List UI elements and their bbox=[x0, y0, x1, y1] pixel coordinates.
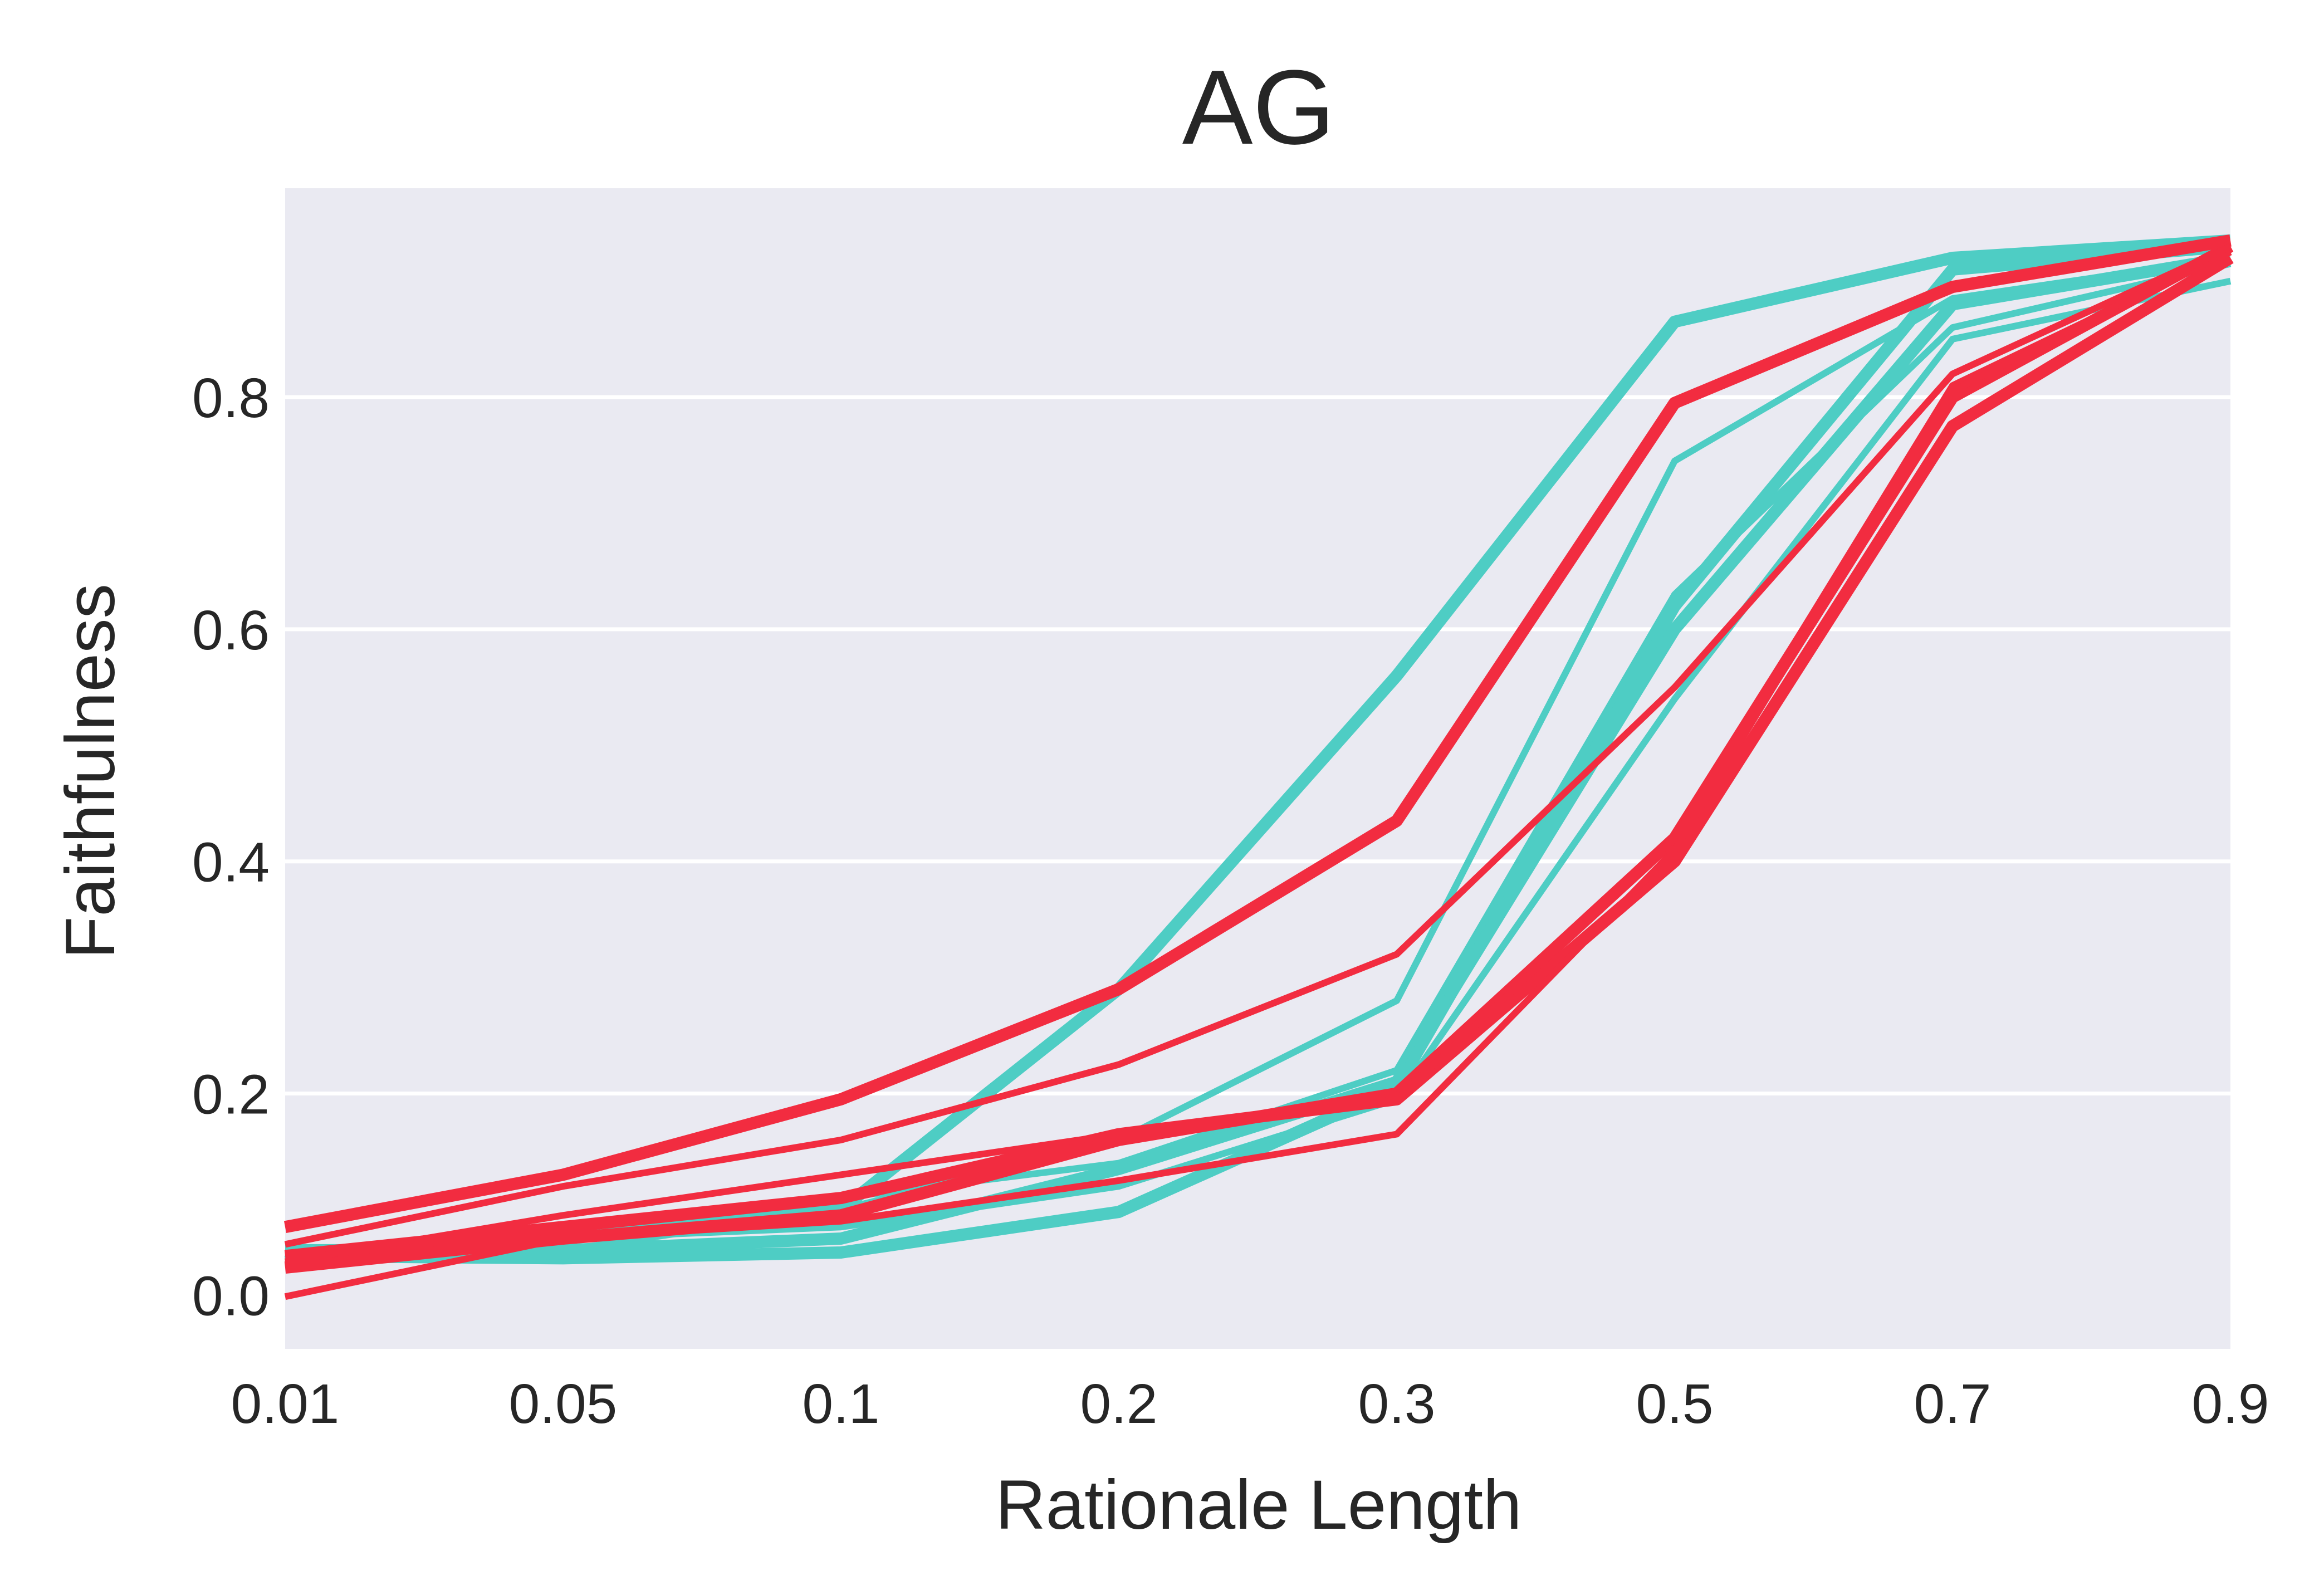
x-tick-label: 0.9 bbox=[2191, 1373, 2269, 1435]
x-tick-label: 0.3 bbox=[1358, 1373, 1435, 1435]
x-tick-label: 0.05 bbox=[509, 1373, 618, 1435]
x-tick-label: 0.2 bbox=[1080, 1373, 1157, 1435]
y-tick-label: 0.4 bbox=[192, 831, 270, 894]
x-tick-label: 0.5 bbox=[1636, 1373, 1713, 1435]
y-tick-labels: 0.0 0.2 0.4 0.6 0.8 bbox=[192, 367, 270, 1327]
y-tick-label: 0.6 bbox=[192, 599, 270, 662]
series-line-red bbox=[285, 249, 2232, 1265]
x-tick-label: 0.7 bbox=[1914, 1373, 1991, 1435]
series-line-red bbox=[283, 234, 2232, 1234]
series-line-red bbox=[284, 243, 2232, 1248]
series-line-red bbox=[284, 243, 2232, 1300]
x-tick-labels: 0.01 0.05 0.1 0.2 0.3 0.5 0.7 0.9 bbox=[231, 1373, 2269, 1435]
x-tick-label: 0.01 bbox=[231, 1373, 340, 1435]
y-tick-label: 0.2 bbox=[192, 1064, 270, 1126]
series-group bbox=[283, 234, 2234, 1300]
chart-title: AG bbox=[1182, 48, 1335, 167]
y-tick-label: 0.8 bbox=[192, 367, 270, 429]
y-axis-label: Faithfulness bbox=[52, 584, 129, 959]
x-tick-label: 0.1 bbox=[802, 1373, 879, 1435]
y-grid-lines bbox=[285, 395, 2230, 1096]
x-axis-label: Rationale Length bbox=[995, 1466, 1521, 1544]
y-tick-label: 0.0 bbox=[192, 1265, 270, 1327]
